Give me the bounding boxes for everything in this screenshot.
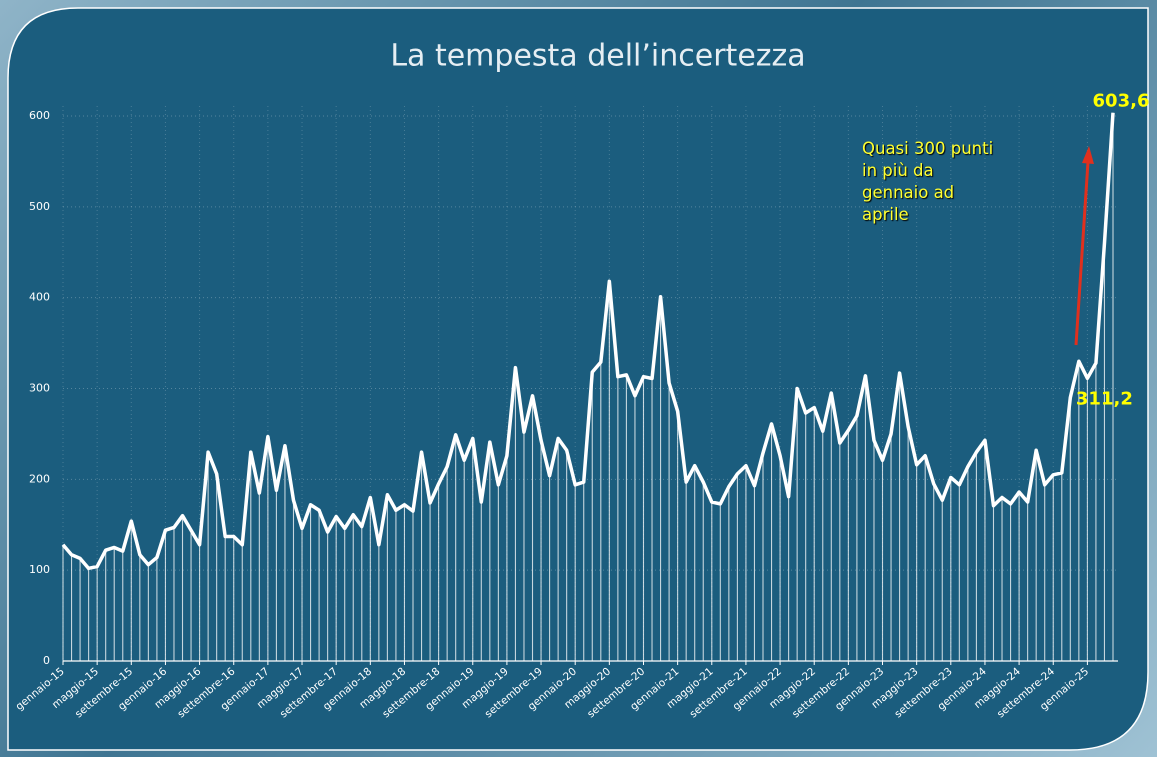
y-tick-label: 200 — [29, 472, 50, 485]
y-tick-label: 500 — [29, 200, 50, 213]
y-tick-label: 600 — [29, 109, 50, 122]
annotation-arrowhead — [1082, 146, 1094, 164]
value-label: 603,6 — [1093, 91, 1150, 112]
panel — [7, 7, 1149, 751]
line — [61, 112, 1115, 571]
annotation-arrow — [1074, 161, 1090, 346]
chart-title: La tempesta dell’incertezza — [390, 39, 805, 74]
y-tick-label: 100 — [29, 563, 50, 576]
value-label: 311,2 — [1076, 388, 1133, 409]
y-tick-label: 400 — [29, 291, 50, 304]
annotation: Quasi 300 punti in più da gennaio ad apr… — [862, 139, 994, 224]
y-tick-label: 0 — [43, 654, 50, 667]
y-tick-label: 300 — [29, 382, 50, 395]
